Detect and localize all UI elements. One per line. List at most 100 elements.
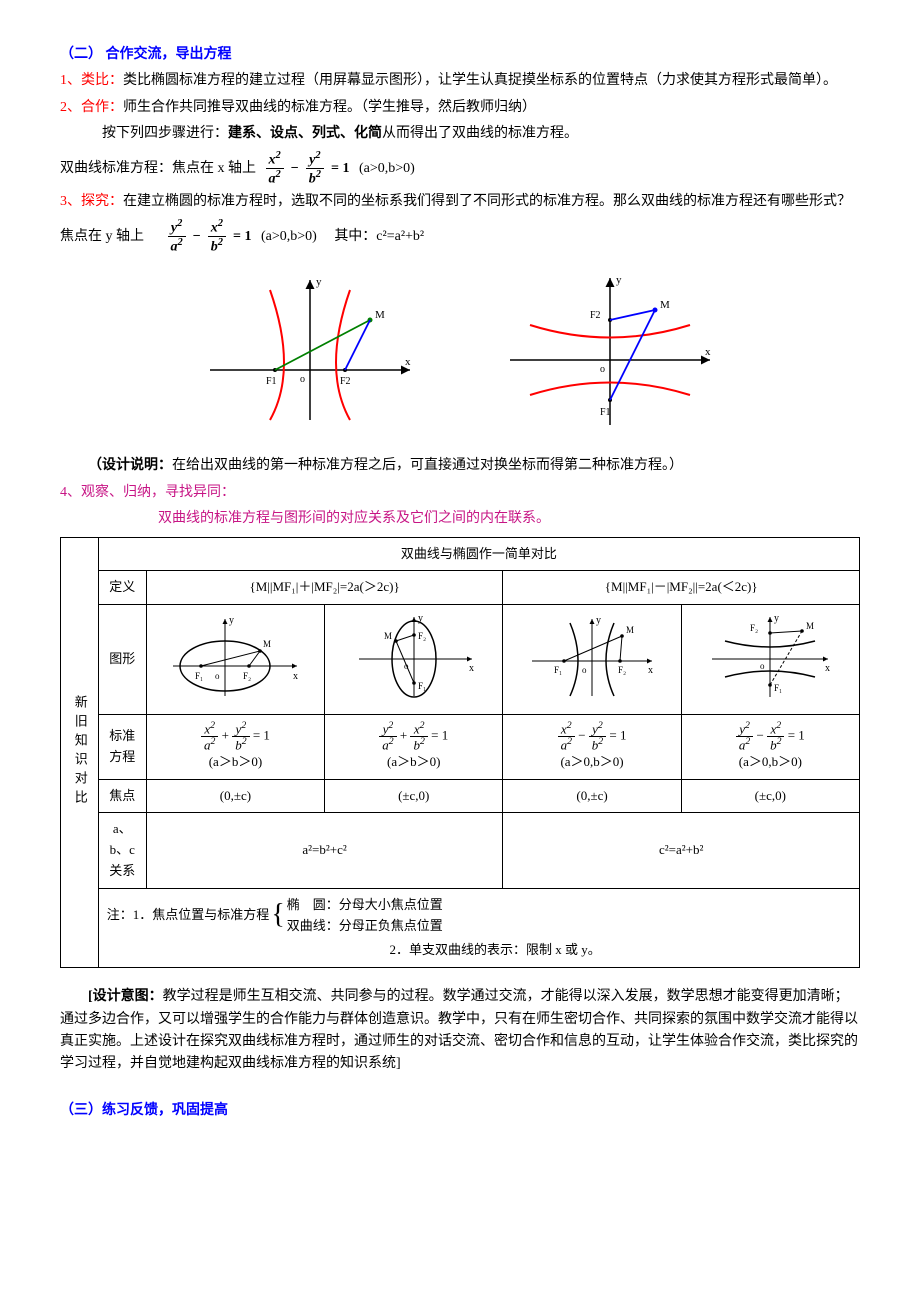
- focus-e-v: (±c,0): [325, 779, 503, 813]
- fig-ellipse-v: xy o F₂F₁ M: [325, 605, 503, 715]
- svg-text:F₂: F₂: [243, 671, 251, 681]
- svg-text:M: M: [375, 309, 385, 321]
- def-ellipse: {M||MF₁|＋|MF₂|=2a(＞2c)}: [146, 571, 503, 605]
- svg-text:y: y: [596, 615, 601, 626]
- svg-text:F₁: F₁: [774, 683, 782, 693]
- row-definition: 定义 {M||MF₁|＋|MF₂|=2a(＞2c)} {M||MF₁|－|MF₂…: [61, 571, 860, 605]
- std-eq-y-formula: y2a2 − x2b2 = 1: [168, 229, 255, 244]
- svg-text:M: M: [263, 639, 271, 649]
- row-note: 注：1．焦点位置与标准方程 { 椭 圆：分母大小焦点位置 双曲线：分母正负焦点位…: [61, 888, 860, 967]
- svg-text:F1: F1: [266, 376, 277, 387]
- svg-text:x: x: [293, 671, 298, 682]
- row-figure: 图形 x y o F₁ F₂ M x y: [61, 605, 860, 715]
- fig-ellipse-h: x y o F₁ F₂ M: [146, 605, 324, 715]
- item2: 2、合作：师生合作共同推导双曲线的标准方程。（学生推导，然后教师归纳）: [60, 97, 860, 119]
- diagram-row: x y o F1 F2 M x y o F2 F1 M: [60, 270, 860, 430]
- std-eq-cond: (a>0,b>0): [359, 161, 415, 176]
- design-intent: [设计意图：教学过程是师生互相交流、共同参与的过程。数学通过交流，才能得以深入发…: [60, 986, 860, 1076]
- abc-ellipse: a²=b²+c²: [146, 813, 503, 888]
- item2-text: 师生合作共同推导双曲线的标准方程。（学生推导，然后教师归纳）: [123, 100, 536, 115]
- note-cell: 注：1．焦点位置与标准方程 { 椭 圆：分母大小焦点位置 双曲线：分母正负焦点位…: [98, 888, 859, 967]
- row-abc: a、b、c 关系 a²=b²+c² c²=a²+b²: [61, 813, 860, 888]
- hyperbola-x-diagram: x y o F1 F2 M: [200, 270, 420, 430]
- eq-cond-1: (a＞b＞0): [155, 752, 316, 773]
- svg-text:x: x: [469, 663, 474, 674]
- note-line1-h: 双曲线：分母正负焦点位置: [287, 916, 443, 937]
- svg-text:M: M: [806, 621, 814, 631]
- svg-text:F₁: F₁: [195, 671, 203, 681]
- svg-text:o: o: [760, 661, 765, 671]
- svg-text:M: M: [626, 625, 634, 635]
- svg-text:o: o: [582, 665, 587, 675]
- item2-sub: 按下列四步骤进行：建系、设点、列式、化简从而得出了双曲线的标准方程。: [60, 123, 860, 145]
- eq-cond-3: (a＞0,b＞0): [511, 752, 672, 773]
- svg-text:y: y: [774, 613, 779, 624]
- std-eq-y: 焦点在 y 轴上 y2a2 − x2b2 = 1 (a>0,b>0) 其中：c²…: [60, 218, 860, 256]
- svg-text:F₂: F₂: [618, 665, 626, 675]
- std-eq-x-formula: x2a2 − y2b2 = 1: [266, 161, 353, 176]
- svg-text:y: y: [616, 274, 622, 286]
- item3: 3、探究：在建立椭圆的标准方程时，选取不同的坐标系我们得到了不同形式的标准方程。…: [60, 191, 860, 213]
- y-label: y: [316, 276, 322, 288]
- svg-text:F1: F1: [600, 407, 611, 418]
- focus-h-h: (0,±c): [503, 779, 681, 813]
- o-label: o: [300, 374, 305, 385]
- item3-label: 3、探究：: [60, 194, 123, 209]
- svg-text:F₂: F₂: [750, 623, 758, 633]
- item2-steps: 建系、设点、列式、化简: [228, 126, 382, 141]
- svg-text:F2: F2: [590, 310, 601, 321]
- svg-text:x: x: [648, 665, 653, 676]
- y-axis-where: 其中：c²=a²+b²: [334, 229, 424, 244]
- eq-ellipse-v: y2a2 + x2b2 = 1 (a＞b＞0): [325, 714, 503, 779]
- eq-hyper-v: y2a2 − x2b2 = 1 (a＞0,b＞0): [681, 714, 859, 779]
- eq-cond-4: (a＞0,b＞0): [690, 752, 851, 773]
- item4-sub: 双曲线的标准方程与图形间的对应关系及它们之间的内在联系。: [60, 508, 860, 530]
- y-axis-cond: (a>0,b>0): [261, 229, 317, 244]
- x-label: x: [405, 356, 411, 368]
- abc-hyper: c²=a²+b²: [503, 813, 860, 888]
- std-eq-x: 双曲线标准方程：焦点在 x 轴上 x2a2 − y2b2 = 1 (a>0,b>…: [60, 150, 860, 188]
- item4-label: 4、观察、归纳，寻找异同：: [60, 482, 860, 504]
- svg-text:F₁: F₁: [554, 665, 562, 675]
- comparison-table: 新旧知识对比 双曲线与椭圆作一简单对比 定义 {M||MF₁|＋|MF₂|=2a…: [60, 537, 860, 969]
- item2-label: 2、合作：: [60, 100, 123, 115]
- eq-ellipse-h: x2a2 + y2b2 = 1 (a＞b＞0): [146, 714, 324, 779]
- svg-text:x: x: [705, 346, 711, 358]
- table-title: 双曲线与椭圆作一简单对比: [98, 537, 859, 571]
- item1: 1、类比：类比椭圆标准方程的建立过程（用屏幕显示图形），让学生认真捉摸坐标系的位…: [60, 70, 860, 92]
- y-axis-intro: 焦点在 y 轴上: [60, 229, 144, 244]
- abc-label: a、b、c 关系: [98, 813, 146, 888]
- def-label: 定义: [98, 571, 146, 605]
- svg-text:o: o: [215, 671, 220, 681]
- svg-text:F₁: F₁: [418, 681, 426, 691]
- focus-e-h: (0,±c): [146, 779, 324, 813]
- std-eq-intro: 双曲线标准方程：焦点在 x 轴上: [60, 161, 256, 176]
- sidebar-text: 新旧知识对比: [69, 695, 90, 809]
- item2-tail: 从而得出了双曲线的标准方程。: [382, 126, 578, 141]
- item2-sub-pre: 按下列四步骤进行：: [102, 126, 228, 141]
- svg-text:o: o: [600, 364, 605, 375]
- note-line2: 2．单支双曲线的表示：限制 x 或 y。: [139, 940, 851, 961]
- sidebar-cell: 新旧知识对比: [61, 537, 99, 968]
- design-intent-label: [设计意图：: [88, 989, 163, 1004]
- svg-text:y: y: [229, 615, 234, 626]
- def-hyper: {M||MF₁|－|MF₂||=2a(＜2c)}: [503, 571, 860, 605]
- design-note-label: （设计说明：: [88, 458, 172, 473]
- focus-h-v: (±c,0): [681, 779, 859, 813]
- focus-label: 焦点: [98, 779, 146, 813]
- item1-label: 1、类比：: [60, 73, 123, 88]
- svg-text:F₂: F₂: [418, 631, 426, 641]
- row-focus: 焦点 (0,±c) (±c,0) (0,±c) (±c,0): [61, 779, 860, 813]
- fig-label: 图形: [98, 605, 146, 715]
- eq-cond-2: (a＞b＞0): [333, 752, 494, 773]
- fig-hyper-v: xy o F₂ F₁ M: [681, 605, 859, 715]
- fig-hyper-h: x y o F₁ F₂ M: [503, 605, 681, 715]
- svg-text:M: M: [660, 299, 670, 311]
- section3-title: （三）练习反馈，巩固提高: [60, 1100, 860, 1122]
- section2-title: （二） 合作交流，导出方程: [60, 44, 860, 66]
- item3-text: 在建立椭圆的标准方程时，选取不同的坐标系我们得到了不同形式的标准方程。那么双曲线…: [123, 194, 851, 209]
- hyperbola-y-diagram: x y o F2 F1 M: [500, 270, 720, 430]
- design-note: （设计说明：在给出双曲线的第一种标准方程之后，可直接通过对换坐标而得第二种标准方…: [60, 455, 860, 477]
- row-equation: 标准方程 x2a2 + y2b2 = 1 (a＞b＞0) y2a2 + x2b2…: [61, 714, 860, 779]
- design-intent-text: 教学过程是师生互相交流、共同参与的过程。数学通过交流，才能得以深入发展，数学思想…: [60, 989, 858, 1071]
